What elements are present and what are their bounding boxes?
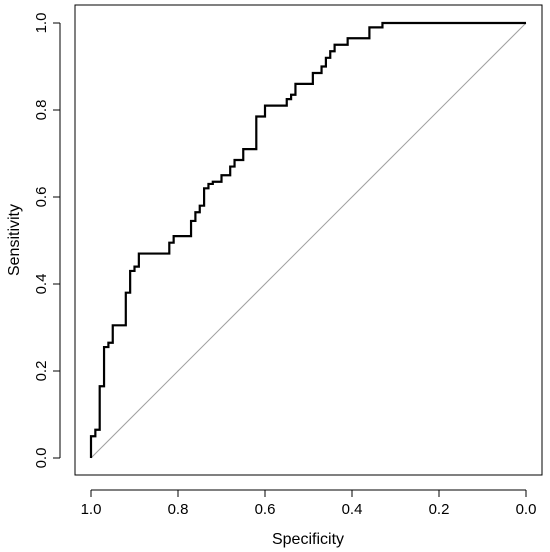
x-tick-label: 0.0: [516, 501, 537, 518]
x-axis: 1.0 0.8 0.6 0.4 0.2 0.0: [81, 489, 537, 518]
x-tick-label: 1.0: [81, 501, 102, 518]
x-axis-title: Specificity: [272, 531, 344, 548]
x-tick-label: 0.8: [168, 501, 189, 518]
x-tick-label: 0.2: [429, 501, 450, 518]
plot-frame: [74, 4, 543, 476]
y-axis-title: Sensitivity: [6, 204, 23, 276]
y-tick-label: 0.8: [33, 100, 50, 121]
y-axis: 0.0 0.2 0.4 0.6 0.8 1.0: [33, 13, 61, 469]
y-tick-label: 0.6: [33, 187, 50, 208]
x-tick-label: 0.4: [342, 501, 363, 518]
x-tick-label: 0.6: [255, 501, 276, 518]
y-tick-label: 0.0: [33, 448, 50, 469]
y-tick-label: 0.2: [33, 361, 50, 382]
plot-area: [74, 4, 543, 476]
reference-diagonal-line: [90, 22, 527, 459]
y-tick-label: 0.4: [33, 274, 50, 295]
roc-curve-line: [89, 21, 526, 458]
y-tick-label: 1.0: [33, 13, 50, 34]
